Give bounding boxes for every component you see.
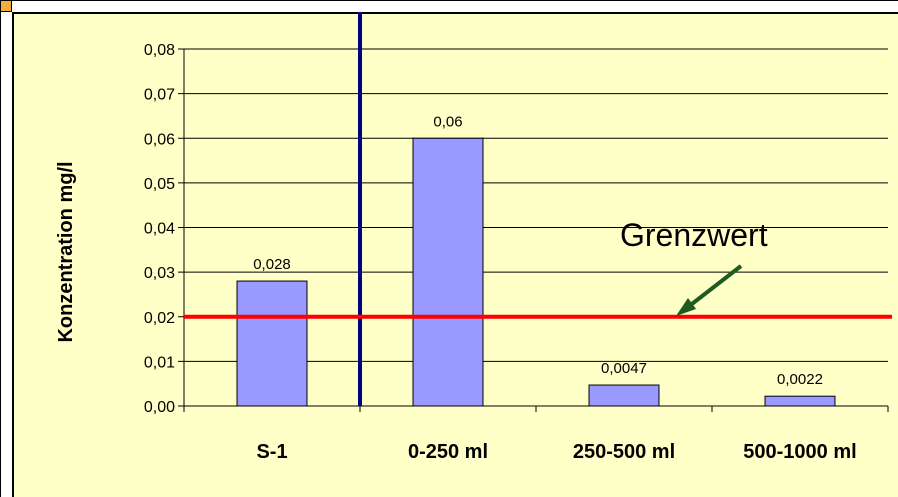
arrow-head [676,298,696,316]
y-axis-title: Konzentration mg/l [55,161,77,342]
bar [236,280,308,407]
y-tick-label: 0,07 [144,87,175,104]
category-label: 250-500 ml [573,441,675,463]
data-label: 0,0047 [601,360,647,377]
axes [178,12,892,412]
category-label: S-1 [256,441,287,463]
labels: 0,00 0,01 0,02 0,03 0,04 0,05 0,06 0,07 0,08 0,02… [144,42,857,463]
y-tick-label: 0,02 [144,310,175,327]
y-tick-label: 0,01 [144,354,175,371]
y-tick-label: 0,00 [144,399,175,416]
bars [236,137,836,407]
y-tick-label: 0,03 [144,265,175,282]
corner-marker [0,0,12,12]
category-label: 500-1000 ml [743,441,856,463]
data-label: 0,028 [253,256,291,273]
bar [412,137,484,407]
y-tick-label: 0,05 [144,176,175,193]
limit-annotation: Grenzwert [620,217,768,253]
data-label: 0,0022 [777,371,823,388]
y-tick-label: 0,06 [144,131,175,148]
y-tick-label: 0,04 [144,221,175,238]
category-label: 0-250 ml [408,441,488,463]
y-tick-label: 0,08 [144,42,175,59]
bar [764,395,836,407]
arrow-shaft [686,264,743,309]
data-label: 0,06 [433,113,462,130]
bar [588,384,660,407]
